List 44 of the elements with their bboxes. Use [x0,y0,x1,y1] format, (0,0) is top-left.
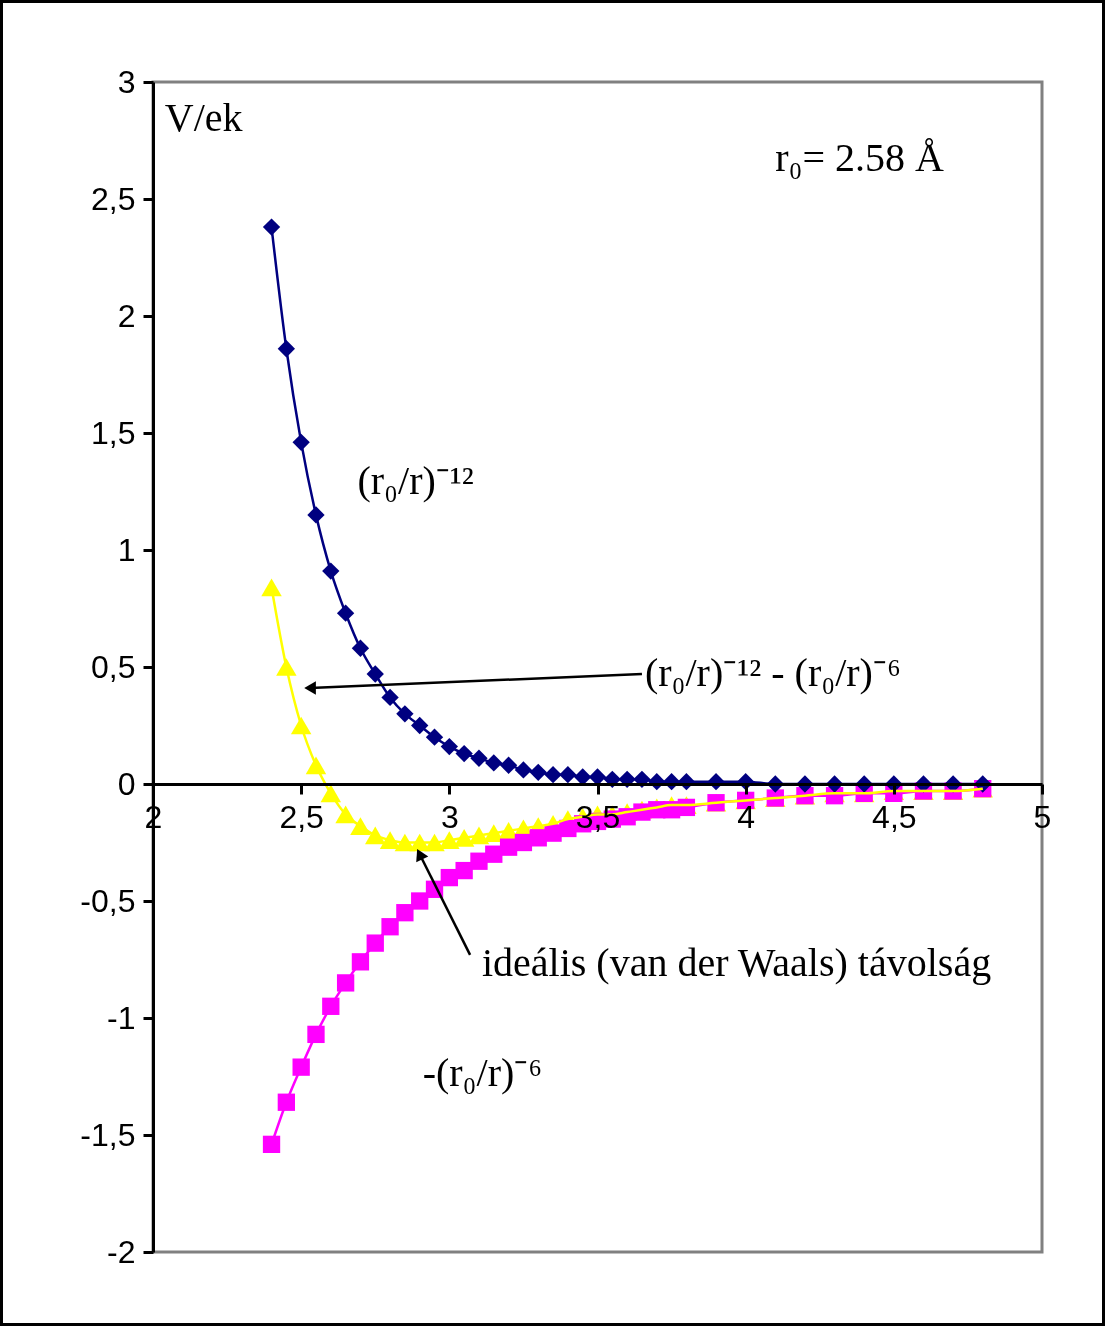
point [396,705,414,723]
point [425,728,444,746]
point [381,688,399,707]
y-tick-label: 0 [117,765,136,802]
series-label: (r₀/r)⁻¹² [357,458,474,504]
point [262,1135,281,1154]
point [307,506,325,524]
point [262,218,281,236]
point [455,744,473,763]
text: (r₀/r)⁻¹² - (r₀/r)⁻⁶ [644,650,901,696]
y-tick-label: -1 [107,999,136,1036]
point [440,737,458,756]
point [485,754,503,772]
x-tick-label: 2,5 [279,798,324,835]
y-tick-label: 2 [117,297,136,334]
annotation: r₀= 2.58 Å [775,135,945,181]
text: -(r₀/r)⁻⁶ [422,1050,543,1096]
point [292,433,310,452]
point [514,761,533,779]
y-tick-label: -2 [107,1233,136,1270]
y-tick-label: 2,5 [91,180,136,217]
point [544,765,562,784]
y-tick-label: 1 [117,531,136,568]
annotation: ideális (van der Waals) távolság [481,940,992,986]
point [322,562,340,580]
y-tick-label: -1,5 [80,1116,136,1153]
point [559,765,577,784]
y-tick-label: 3 [117,63,136,100]
point [351,639,370,657]
point [529,763,547,781]
y-tick-label: -0,5 [80,882,136,919]
point [277,340,296,358]
x-tick-label: 4 [737,798,756,835]
y-axis-title: V/ek [164,95,243,141]
y-tick-label: 1,5 [91,414,136,451]
point [411,716,429,735]
y-tick-label: 0,5 [91,648,136,685]
point [470,749,488,767]
x-tick-label: 4,5 [872,798,917,835]
point [499,756,518,774]
point [366,665,384,683]
point [336,604,355,622]
x-tick-label: 5 [1033,798,1052,835]
x-tick-label: 3 [440,798,459,835]
